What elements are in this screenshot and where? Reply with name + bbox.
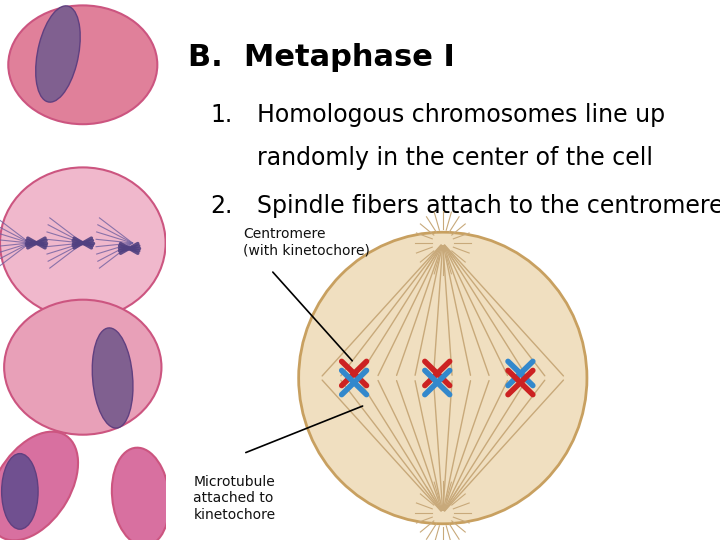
Ellipse shape [9, 5, 157, 124]
Text: Spindle fibers attach to the centromeres: Spindle fibers attach to the centromeres [257, 194, 720, 218]
Text: Homologous chromosomes line up: Homologous chromosomes line up [257, 103, 665, 126]
Ellipse shape [1, 454, 38, 529]
Text: randomly in the center of the cell: randomly in the center of the cell [257, 146, 653, 170]
Text: 2.: 2. [210, 194, 233, 218]
Text: Microtubule
attached to
kinetochore: Microtubule attached to kinetochore [193, 475, 276, 522]
Text: B.  Metaphase I: B. Metaphase I [188, 43, 454, 72]
Ellipse shape [0, 167, 166, 319]
Ellipse shape [36, 6, 80, 102]
Text: Centromere
(with kinetochore): Centromere (with kinetochore) [243, 227, 370, 257]
Text: 1.: 1. [210, 103, 233, 126]
Ellipse shape [4, 300, 161, 435]
Ellipse shape [0, 431, 78, 540]
Ellipse shape [112, 448, 170, 540]
Ellipse shape [299, 232, 587, 524]
Ellipse shape [92, 328, 133, 428]
